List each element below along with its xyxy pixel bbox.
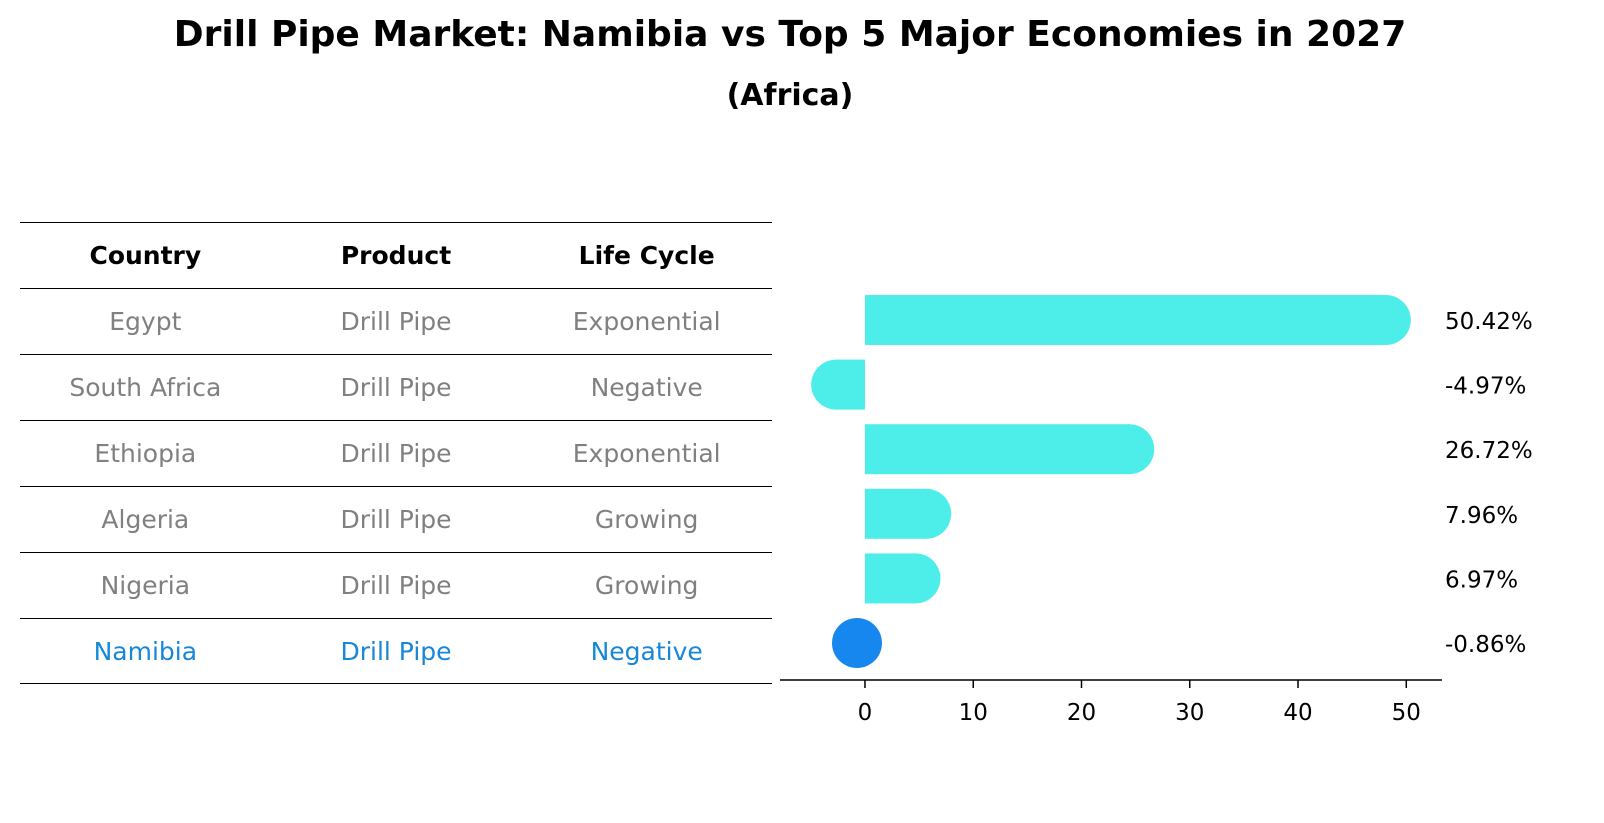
cell-life-cycle: Exponential — [572, 439, 721, 468]
chart-title: Drill Pipe Market: Namibia vs Top 5 Majo… — [173, 14, 1407, 55]
bar-chart: 50.42% -4.97% 26.72% 7.96% 6.97% -0.86% 0 10 20 3… — [780, 270, 1580, 774]
cell-country: Nigeria — [100, 571, 191, 600]
value-label: -4.97% — [1445, 374, 1526, 400]
data-table: Country Product Life Cycle Egypt Drill P… — [20, 222, 772, 684]
x-tick-label: 50 — [1392, 700, 1421, 726]
cell-product: Drill Pipe — [340, 571, 452, 600]
cell-product: Drill Pipe — [340, 307, 452, 336]
value-label: 50.42% — [1445, 309, 1533, 335]
x-tick-label: 40 — [1283, 700, 1312, 726]
bar-egypt — [864, 295, 1411, 345]
x-tick-label: 20 — [1067, 700, 1096, 726]
table-row-highlight: Namibia Drill Pipe Negative — [20, 618, 772, 684]
cell-product: Drill Pipe — [340, 505, 452, 534]
value-label: 26.72% — [1445, 438, 1533, 464]
value-label: 7.96% — [1445, 503, 1518, 529]
cell-country: Algeria — [101, 505, 190, 534]
bar-algeria — [864, 488, 952, 539]
table-row: South Africa Drill Pipe Negative — [20, 354, 772, 420]
x-tick-label: 10 — [959, 700, 988, 726]
table-header-row: Country Product Life Cycle — [20, 222, 772, 288]
cell-life-cycle: Negative — [590, 636, 703, 666]
x-tick-label: 30 — [1175, 700, 1204, 726]
cell-country: South Africa — [69, 373, 222, 402]
cell-life-cycle: Growing — [594, 505, 699, 534]
value-label: -0.86% — [1445, 632, 1526, 658]
bar-namibia — [831, 618, 882, 668]
cell-life-cycle: Negative — [590, 373, 703, 402]
cell-country: Ethiopia — [94, 439, 197, 468]
table-row: Egypt Drill Pipe Exponential — [20, 288, 772, 354]
table-row: Ethiopia Drill Pipe Exponential — [20, 420, 772, 486]
header-country: Country — [89, 241, 202, 270]
cell-product: Drill Pipe — [340, 373, 452, 402]
cell-country: Egypt — [109, 307, 182, 336]
header-product: Product — [340, 241, 452, 270]
bar-chart-svg: 50.42% -4.97% 26.72% 7.96% 6.97% -0.86% 0 10 20 3… — [780, 295, 1533, 726]
table-row: Algeria Drill Pipe Growing — [20, 486, 772, 552]
cell-life-cycle: Growing — [594, 571, 699, 600]
cell-product: Drill Pipe — [340, 636, 452, 666]
bar-south-africa — [811, 359, 865, 410]
cell-country: Namibia — [93, 636, 198, 666]
cell-life-cycle: Exponential — [572, 307, 721, 336]
header-life-cycle: Life Cycle — [578, 241, 715, 270]
table-row: Nigeria Drill Pipe Growing — [20, 552, 772, 618]
cell-product: Drill Pipe — [340, 439, 452, 468]
bar-ethiopia — [864, 424, 1155, 475]
chart-subtitle: (Africa) — [726, 78, 854, 113]
value-label: 6.97% — [1445, 567, 1518, 593]
bar-nigeria — [864, 553, 941, 604]
x-tick-label: 0 — [858, 700, 873, 726]
